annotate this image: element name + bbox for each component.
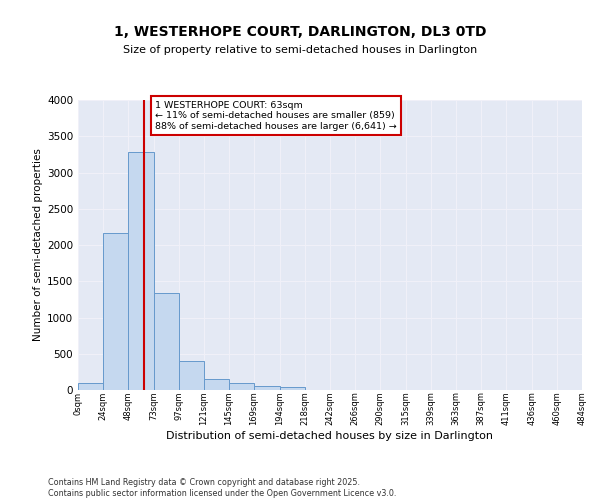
- Text: Size of property relative to semi-detached houses in Darlington: Size of property relative to semi-detach…: [123, 45, 477, 55]
- Y-axis label: Number of semi-detached properties: Number of semi-detached properties: [33, 148, 43, 342]
- Bar: [280, 387, 305, 390]
- Bar: [103, 232, 128, 390]
- X-axis label: Distribution of semi-detached houses by size in Darlington: Distribution of semi-detached houses by …: [167, 431, 493, 441]
- Text: 1, WESTERHOPE COURT, DARLINGTON, DL3 0TD: 1, WESTERHOPE COURT, DARLINGTON, DL3 0TD: [114, 26, 486, 40]
- Text: 1 WESTERHOPE COURT: 63sqm
← 11% of semi-detached houses are smaller (859)
88% of: 1 WESTERHOPE COURT: 63sqm ← 11% of semi-…: [155, 100, 397, 130]
- Bar: [154, 293, 179, 390]
- Bar: [204, 379, 229, 390]
- Bar: [229, 384, 254, 390]
- Bar: [78, 383, 103, 390]
- Text: Contains HM Land Registry data © Crown copyright and database right 2025.
Contai: Contains HM Land Registry data © Crown c…: [48, 478, 397, 498]
- Bar: [254, 386, 280, 390]
- Bar: [128, 152, 154, 390]
- Bar: [179, 361, 204, 390]
